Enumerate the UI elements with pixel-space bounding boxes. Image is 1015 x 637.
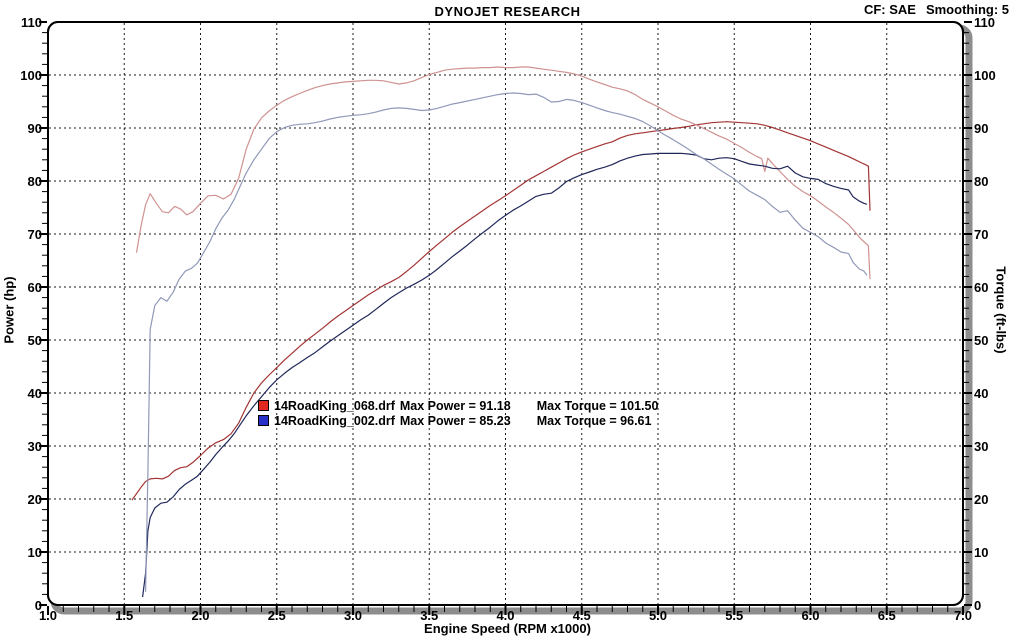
rpm-axis-tick-label: 3.0 — [343, 608, 363, 623]
power-axis-tick-label: 20 — [27, 491, 42, 507]
legend: 14RoadKing_068.drf Max Power = 91.18 Max… — [258, 398, 658, 428]
power-axis-tick-label: 80 — [27, 173, 42, 189]
torque-axis-tick-label: 70 — [974, 226, 989, 242]
legend-file-name: 14RoadKing_068.drf — [274, 398, 395, 413]
power-axis-tick-label: 40 — [27, 385, 42, 401]
torque-axis-tick-label: 100 — [974, 67, 996, 83]
rpm-axis-tick-label: 5.5 — [725, 608, 744, 623]
smoothing-label: Smoothing: 5 — [925, 2, 1009, 17]
rpm-axis-tick-label: 2.0 — [191, 608, 210, 623]
rpm-axis-tick-label: 3.5 — [420, 608, 439, 623]
power-axis-tick-label: 90 — [27, 120, 42, 136]
power-axis-tick-label: 100 — [20, 67, 42, 83]
torque-axis-tick-label: 60 — [974, 279, 989, 295]
curve-14roadking-068-drf-torque-ft-lbs- — [135, 66, 871, 280]
rpm-axis-tick-label: 7.0 — [953, 608, 973, 623]
legend-row-run-002: 14RoadKing_002.drf Max Power = 85.23 Max… — [258, 413, 658, 428]
rpm-axis-tick-label: 1.5 — [115, 608, 134, 623]
torque-axis-tick-label: 110 — [974, 14, 995, 30]
power-axis-tick-label: 0 — [34, 597, 42, 613]
rpm-axis-tick-label: 4.5 — [572, 608, 591, 623]
correction-smoothing-note: CF: SAE Smoothing: 5 — [854, 2, 1009, 17]
legend-max-power: Max Power = 91.18 — [399, 398, 511, 413]
rpm-axis-tick-label: 1.0 — [38, 608, 58, 623]
rpm-axis-tick-label: 6.5 — [877, 608, 896, 623]
power-axis-tick-label: 30 — [27, 438, 42, 454]
torque-axis-tick-label: 50 — [974, 332, 989, 348]
power-axis-tick-label: 10 — [27, 544, 42, 560]
curve-14roadking-002-drf-torque-ft-lbs- — [145, 92, 868, 592]
curve-14roadking-002-drf-power-hp- — [142, 152, 868, 598]
torque-axis-tick-label: 10 — [974, 544, 989, 560]
power-axis-tick-label: 70 — [27, 226, 42, 242]
rpm-axis-tick-label: 4.0 — [496, 608, 515, 623]
plot-border — [47, 21, 964, 606]
legend-swatch-blue — [258, 415, 269, 426]
rpm-axis-tick-label: 6.0 — [801, 608, 820, 623]
correction-factor-label: CF: SAE — [863, 2, 916, 17]
power-axis-tick-label: 110 — [21, 14, 42, 30]
legend-max-power: Max Power = 85.23 — [399, 413, 511, 428]
legend-max-torque: Max Torque = 101.50 — [536, 398, 659, 413]
rpm-axis-title: Engine Speed (RPM x1000) — [424, 621, 591, 636]
torque-axis-tick-label: 0 — [974, 597, 982, 613]
legend-row-run-068: 14RoadKing_068.drf Max Power = 91.18 Max… — [258, 398, 658, 413]
power-axis-tick-label: 50 — [27, 332, 42, 348]
torque-axis-tick-label: 90 — [974, 120, 989, 136]
rpm-axis-tick-label: 5.0 — [648, 608, 668, 623]
page-title: DYNOJET RESEARCH — [434, 4, 581, 19]
torque-axis-tick-label: 20 — [974, 491, 989, 507]
legend-max-torque: Max Torque = 96.61 — [536, 413, 652, 428]
legend-file-name: 14RoadKing_002.drf — [274, 413, 395, 428]
torque-axis-tick-label: 30 — [974, 438, 989, 454]
rpm-axis-tick-label: 2.5 — [267, 608, 286, 623]
torque-axis-tick-label: 40 — [974, 385, 989, 401]
torque-axis-tick-label: 80 — [974, 173, 989, 189]
curve-14roadking-068-drf-power-hp- — [131, 121, 871, 501]
power-axis-tick-label: 60 — [27, 279, 42, 295]
legend-swatch-red — [258, 400, 269, 411]
